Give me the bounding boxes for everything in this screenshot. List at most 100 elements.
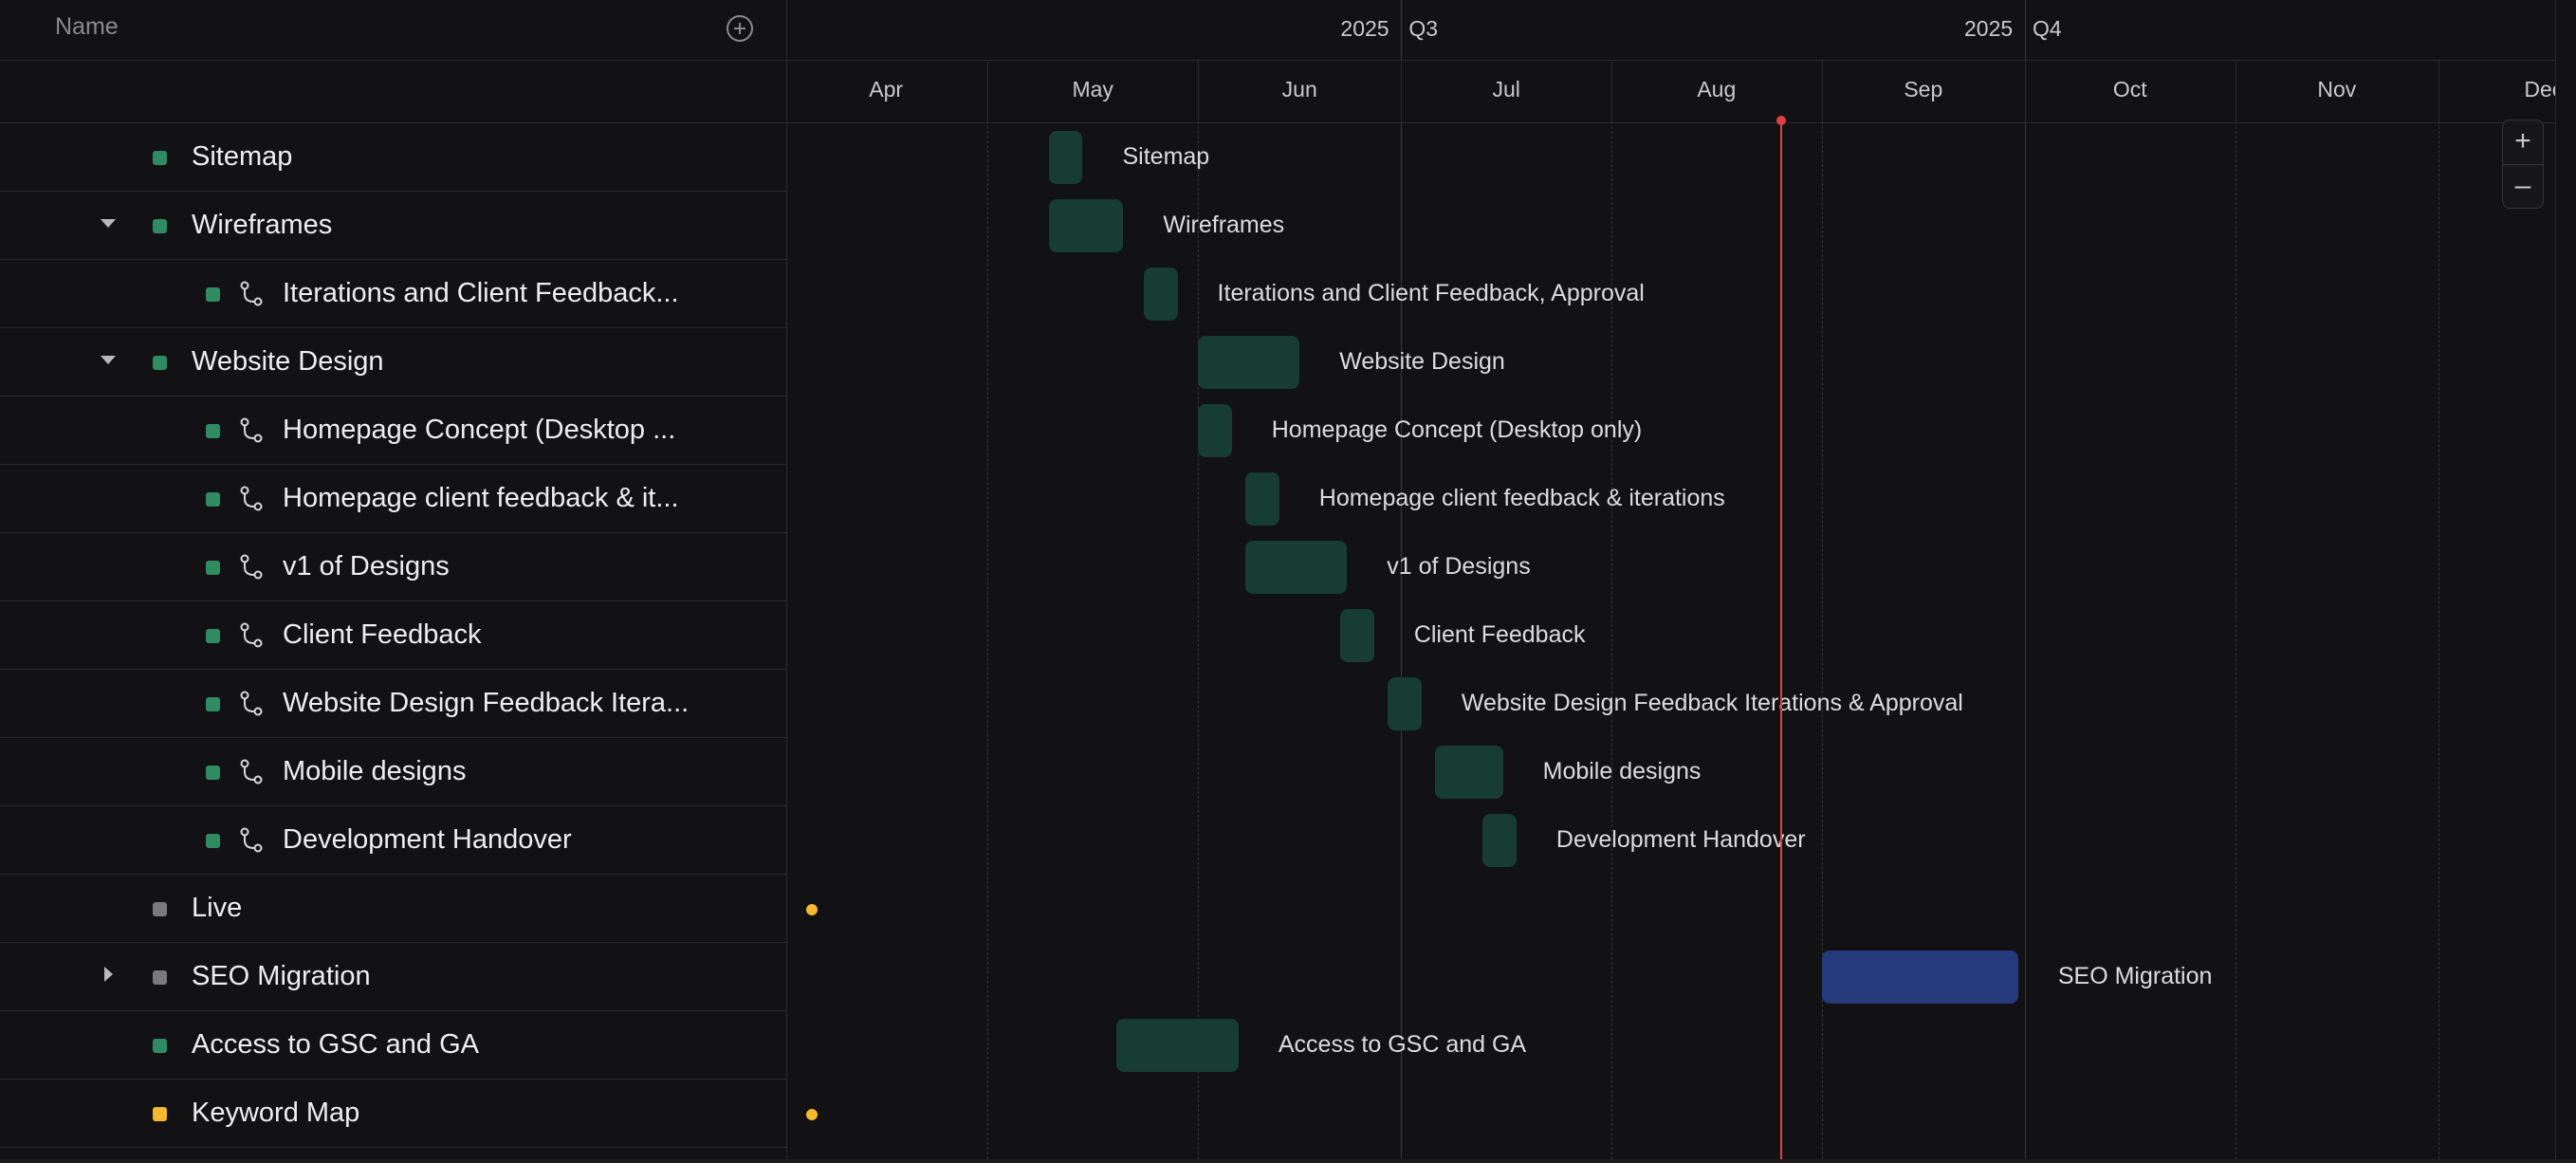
task-row[interactable]: SEO Migration [0, 943, 786, 1011]
list-header: Name [0, 0, 786, 61]
task-row[interactable]: Keyword Map [0, 1080, 786, 1148]
month-divider [2438, 60, 2439, 1159]
timeline-panel[interactable]: 2025Q32025Q42025 SitemapWireframesIterat… [787, 0, 2563, 1159]
month-header [787, 60, 2555, 123]
task-name[interactable]: Client Feedback [283, 619, 482, 650]
task-bar[interactable] [1143, 268, 1178, 321]
month-divider [1198, 60, 1199, 1159]
month-separator [1401, 60, 1403, 122]
status-square-icon [206, 697, 220, 711]
task-bar[interactable] [1198, 404, 1232, 457]
status-square-icon [153, 1039, 167, 1053]
today-line [1779, 120, 1782, 1159]
task-bar[interactable] [1340, 609, 1374, 662]
milestone-marker[interactable] [805, 1109, 818, 1120]
milestone-marker[interactable] [805, 904, 818, 915]
task-row[interactable]: Live [0, 875, 786, 943]
task-row[interactable]: Client Feedback [0, 601, 786, 670]
task-bar-label: Homepage Concept (Desktop only) [1271, 416, 1643, 443]
status-square-icon [153, 1107, 167, 1121]
month-label: Sep [1904, 77, 1943, 102]
task-name[interactable]: Website Design [192, 346, 384, 377]
task-name[interactable]: Mobile designs [283, 756, 467, 786]
task-bar[interactable] [1482, 814, 1517, 867]
task-name[interactable]: v1 of Designs [283, 551, 450, 582]
zoom-out-button[interactable]: – [2514, 170, 2531, 201]
year-label: 2025 [1340, 16, 1389, 41]
task-name[interactable]: Access to GSC and GA [192, 1029, 480, 1060]
task-name[interactable]: Keyword Map [192, 1098, 360, 1128]
task-bar[interactable] [1048, 131, 1083, 184]
task-name[interactable]: Live [192, 893, 243, 923]
status-square-icon [153, 970, 167, 985]
add-task-icon[interactable] [727, 15, 753, 42]
month-separator [1198, 60, 1199, 122]
task-bar[interactable] [1245, 472, 1279, 526]
task-bar-label: Sitemap [1122, 143, 1210, 170]
task-name[interactable]: Sitemap [192, 141, 293, 172]
task-row[interactable]: Iterations and Client Feedback... [0, 260, 786, 328]
month-label: Oct [2112, 77, 2147, 102]
task-name[interactable]: Iterations and Client Feedback... [283, 278, 679, 308]
task-name[interactable]: Homepage Concept (Desktop ... [283, 415, 676, 445]
task-row[interactable]: Development Handover [0, 806, 786, 875]
task-name[interactable]: SEO Migration [192, 961, 371, 991]
status-square-icon [206, 629, 220, 643]
task-bar-label: Iterations and Client Feedback, Approval [1217, 280, 1645, 306]
task-bar-label: Website Design [1339, 348, 1505, 375]
task-bar[interactable] [1388, 677, 1422, 730]
month-separator [1611, 60, 1612, 122]
status-square-icon [206, 424, 220, 438]
month-divider [1821, 60, 1823, 1159]
task-row[interactable]: Homepage client feedback & it... [0, 465, 786, 533]
task-name[interactable]: Website Design Feedback Itera... [283, 688, 690, 718]
status-square-icon [206, 287, 220, 302]
month-separator [1821, 60, 1823, 122]
task-bar-label: Website Design Feedback Iterations & App… [1461, 690, 1963, 716]
status-square-icon [153, 151, 167, 165]
horizontal-scrollbar[interactable] [0, 1159, 2576, 1163]
task-bar-label: Mobile designs [1542, 758, 1702, 785]
quarter-label: Q4 [2033, 16, 2062, 41]
task-bar[interactable] [1821, 951, 2018, 1004]
subtask-icon [240, 281, 263, 306]
task-bar-label: Wireframes [1163, 212, 1285, 238]
task-name[interactable]: Development Handover [283, 824, 572, 855]
status-square-icon [206, 834, 220, 848]
year-label: 2025 [1964, 16, 2014, 41]
zoom-in-button[interactable]: + [2514, 125, 2531, 157]
status-square-icon [206, 561, 220, 575]
month-separator [2025, 60, 2026, 122]
task-bar[interactable] [1116, 1019, 1239, 1072]
month-label: May [1072, 77, 1113, 102]
task-row[interactable]: Mobile designs [0, 738, 786, 806]
task-bar[interactable] [1048, 199, 1124, 252]
task-row[interactable]: Sitemap [0, 123, 786, 192]
task-row[interactable]: v1 of Designs [0, 533, 786, 601]
task-row[interactable]: Access to GSC and GA [0, 1011, 786, 1080]
month-label: Jun [1281, 77, 1317, 102]
task-bar[interactable] [1435, 746, 1503, 799]
chevron-down-icon[interactable] [101, 219, 116, 228]
task-name[interactable]: Homepage client feedback & it... [283, 483, 679, 513]
status-square-icon [153, 219, 167, 233]
name-column-header[interactable]: Name [55, 13, 119, 40]
zoom-controls: + – [2502, 120, 2544, 209]
task-row[interactable]: Website Design [0, 328, 786, 397]
quarter-label: Q3 [1408, 16, 1439, 41]
task-list-panel: Name Sitemap Wireframes Iterations and Cli… [0, 0, 787, 1163]
task-row[interactable]: Website Design Feedback Itera... [0, 670, 786, 738]
vertical-scrollbar[interactable] [2555, 0, 2576, 1163]
task-bar[interactable] [1245, 541, 1348, 594]
chevron-down-icon[interactable] [101, 356, 116, 364]
task-row[interactable]: Homepage Concept (Desktop ... [0, 397, 786, 465]
task-bar[interactable] [1198, 336, 1300, 389]
subtask-icon [240, 417, 263, 443]
month-divider [987, 60, 989, 1159]
quarter-header: 2025Q32025Q42025 [787, 0, 2555, 61]
chevron-right-icon[interactable] [104, 967, 113, 982]
status-square-icon [153, 902, 167, 916]
task-name[interactable]: Wireframes [192, 210, 333, 240]
task-row[interactable]: Wireframes [0, 192, 786, 260]
month-separator [2438, 60, 2439, 122]
